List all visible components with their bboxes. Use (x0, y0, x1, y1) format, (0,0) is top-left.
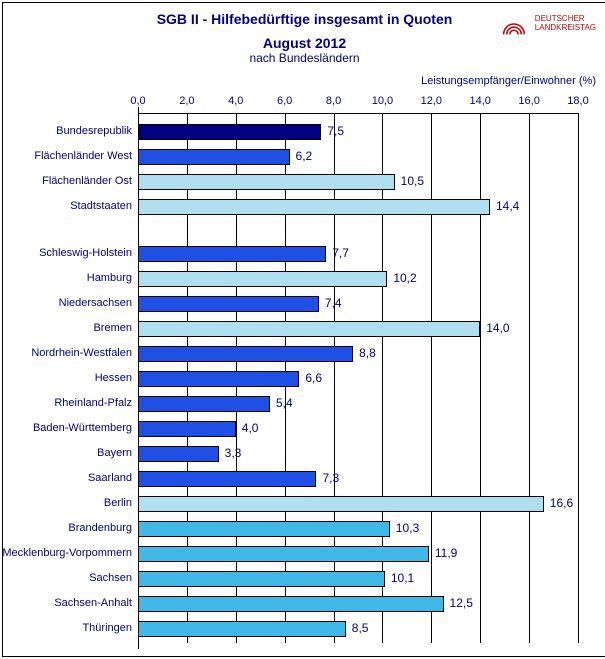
category-label: Flächenländer Ost (42, 169, 138, 194)
bar (138, 621, 346, 637)
x-tick-label: 0,0 (130, 95, 145, 107)
bar-row: Flächenländer Ost10,5 (138, 169, 578, 194)
value-label: 16,6 (544, 491, 573, 516)
bar (138, 396, 270, 412)
category-label: Bayern (97, 441, 138, 466)
bar (138, 446, 219, 462)
x-tick-label: 4,0 (228, 95, 243, 107)
category-label: Thüringen (82, 616, 138, 641)
category-label: Nordrhein-Westfalen (31, 341, 138, 366)
logo-text: DEUTSCHER LANDKREISTAG (535, 15, 596, 33)
bar-row: Rheinland-Pfalz5,4 (138, 391, 578, 416)
bar-row: Hessen6,6 (138, 366, 578, 391)
bar (138, 596, 444, 612)
bar (138, 471, 316, 487)
category-label: Bremen (93, 316, 138, 341)
bar-row: Mecklenburg-Vorpommern11,9 (138, 541, 578, 566)
chart-subtitle: nach Bundesländern (3, 51, 605, 71)
bar-row: Bremen14,0 (138, 316, 578, 341)
value-label: 10,3 (390, 516, 419, 541)
bar (138, 246, 326, 262)
category-label: Saarland (88, 466, 138, 491)
x-tick-label: 2,0 (179, 95, 194, 107)
bar (138, 421, 236, 437)
bar-row: Bundesrepublik7,5 (138, 119, 578, 144)
category-label: Sachsen-Anhalt (54, 591, 138, 616)
x-axis-label: Leistungsempfänger/Einwohner (%) (421, 75, 596, 87)
bar (138, 496, 544, 512)
value-label: 11,9 (429, 541, 457, 566)
value-label: 6,2 (290, 144, 313, 169)
bar (138, 371, 299, 387)
x-tick-label: 8,0 (326, 95, 341, 107)
bar-row: Sachsen-Anhalt12,5 (138, 591, 578, 616)
bar-row: Saarland7,3 (138, 466, 578, 491)
value-label: 4,0 (236, 416, 259, 441)
bar-row: Thüringen8,5 (138, 616, 578, 641)
category-label: Mecklenburg-Vorpommern (2, 541, 138, 566)
x-tick-label: 12,0 (421, 95, 442, 107)
bar-row: Niedersachsen7,4 (138, 291, 578, 316)
value-label: 14,4 (490, 194, 519, 219)
bar (138, 296, 319, 312)
bar-row: Nordrhein-Westfalen8,8 (138, 341, 578, 366)
category-label: Sachsen (89, 566, 138, 591)
bar-row: Sachsen10,1 (138, 566, 578, 591)
bar-row: Bayern3,3 (138, 441, 578, 466)
value-label: 12,5 (444, 591, 473, 616)
bar (138, 149, 290, 165)
value-label: 6,6 (299, 366, 322, 391)
category-label: Brandenburg (68, 516, 138, 541)
logo: DEUTSCHER LANDKREISTAG (501, 11, 596, 37)
bar (138, 124, 321, 140)
bar (138, 521, 390, 537)
category-label: Hamburg (87, 266, 138, 291)
bar-row: Stadtstaaten14,4 (138, 194, 578, 219)
x-tick-label: 16,0 (518, 95, 539, 107)
x-tick-label: 18,0 (567, 95, 588, 107)
category-label: Hessen (95, 366, 138, 391)
x-tick-label: 14,0 (470, 95, 491, 107)
value-label: 7,5 (321, 119, 344, 144)
bar (138, 546, 429, 562)
bar (138, 571, 385, 587)
bar (138, 174, 395, 190)
bar-row: Baden-Württemberg4,0 (138, 416, 578, 441)
category-label: Bundesrepublik (56, 119, 138, 144)
value-label: 10,2 (387, 266, 416, 291)
logo-arcs-icon (501, 11, 527, 37)
axis-top-line (138, 113, 578, 114)
bar-row: Brandenburg10,3 (138, 516, 578, 541)
bar-row: Berlin16,6 (138, 491, 578, 516)
bar-row: Schleswig-Holstein7,7 (138, 241, 578, 266)
category-label: Niedersachsen (59, 291, 138, 316)
grid-line (578, 113, 579, 643)
category-label: Schleswig-Holstein (39, 241, 138, 266)
value-label: 7,4 (319, 291, 342, 316)
x-tick-label: 6,0 (277, 95, 292, 107)
value-label: 3,3 (219, 441, 242, 466)
x-tick-label: 10,0 (372, 95, 393, 107)
category-label: Berlin (104, 491, 138, 516)
bar-row: Flächenländer West6,2 (138, 144, 578, 169)
value-label: 14,0 (480, 316, 509, 341)
category-label: Flächenländer West (34, 144, 138, 169)
category-label: Stadtstaaten (70, 194, 138, 219)
category-label: Baden-Württemberg (33, 416, 138, 441)
value-label: 8,5 (346, 616, 369, 641)
bar-row: Hamburg10,2 (138, 266, 578, 291)
bar (138, 346, 353, 362)
category-label: Rheinland-Pfalz (54, 391, 138, 416)
value-label: 10,1 (385, 566, 414, 591)
bar (138, 199, 490, 215)
value-label: 7,7 (326, 241, 349, 266)
chart-container: DEUTSCHER LANDKREISTAG SGB II - Hilfebed… (2, 2, 605, 657)
plot-area: 0,02,04,06,08,010,012,014,016,018,0Bunde… (138, 113, 578, 643)
bar (138, 321, 480, 337)
value-label: 8,8 (353, 341, 376, 366)
bar (138, 271, 387, 287)
value-label: 7,3 (316, 466, 339, 491)
value-label: 5,4 (270, 391, 293, 416)
value-label: 10,5 (395, 169, 424, 194)
